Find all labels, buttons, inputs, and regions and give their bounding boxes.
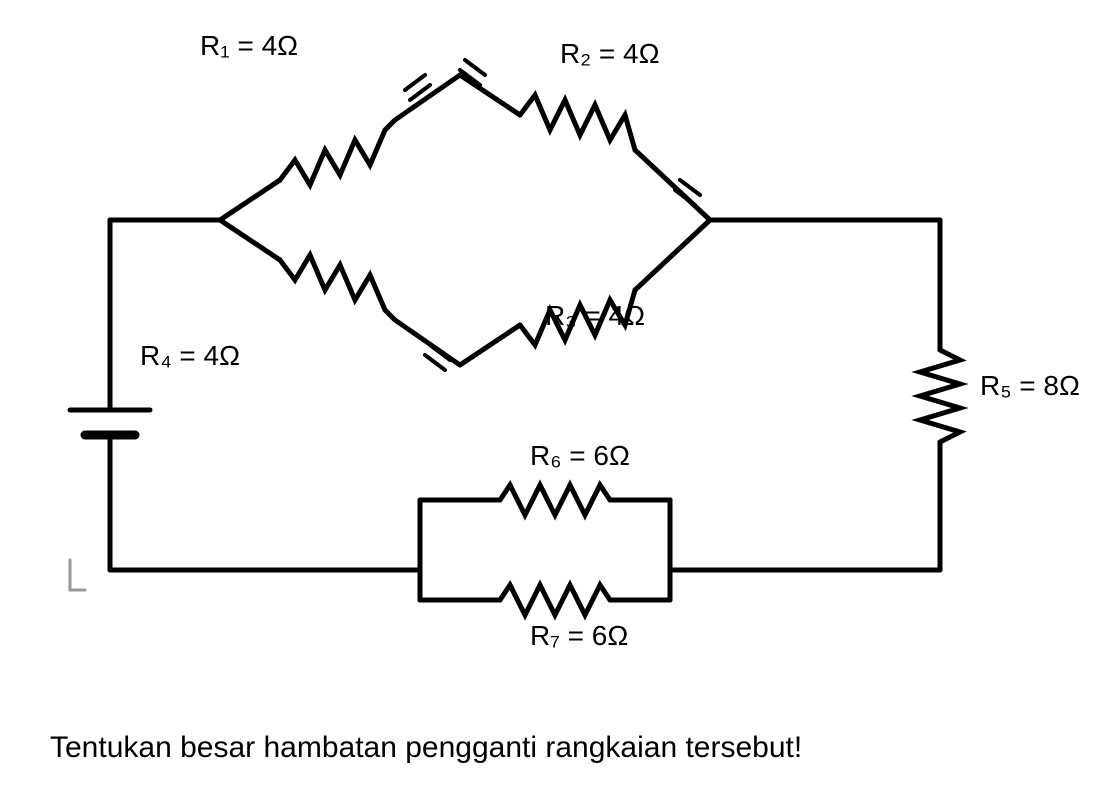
label-r4: R₄ = 4Ω	[140, 340, 240, 372]
resistor-r5	[920, 350, 960, 442]
label-r6: R₆ = 6Ω	[530, 440, 630, 472]
gap-bottom	[425, 345, 450, 370]
wire-r1-end	[395, 75, 460, 120]
resistor-r7	[500, 585, 610, 615]
wire-r4-start	[220, 220, 280, 260]
label-r3: R₃ = 4Ω	[545, 300, 645, 332]
wire-r2-start	[460, 75, 520, 115]
corner-mark	[70, 560, 85, 590]
gap-r2-end	[675, 180, 700, 205]
gap-top	[460, 60, 485, 85]
label-r5: R₅ = 8Ω	[980, 370, 1080, 402]
resistor-r4	[280, 255, 395, 320]
circuit-diagram: R₁ = 4Ω R₂ = 4Ω R₃ = 4Ω R₄ = 4Ω R₅ = 8Ω …	[50, 20, 1050, 700]
label-r7: R₇ = 6Ω	[530, 620, 628, 652]
resistor-r1	[280, 120, 395, 185]
label-r2: R₂ = 4Ω	[560, 38, 660, 70]
label-r1: R₁ = 4Ω	[200, 30, 298, 62]
wire-r2-end	[635, 150, 710, 220]
question-text: Tentukan besar hambatan pengganti rangka…	[50, 731, 802, 765]
resistor-r6	[500, 485, 610, 515]
wire-r1-start	[220, 180, 280, 220]
resistor-r2	[520, 95, 635, 150]
wire-r3-end	[635, 220, 710, 290]
wire-r3-start	[460, 325, 520, 365]
